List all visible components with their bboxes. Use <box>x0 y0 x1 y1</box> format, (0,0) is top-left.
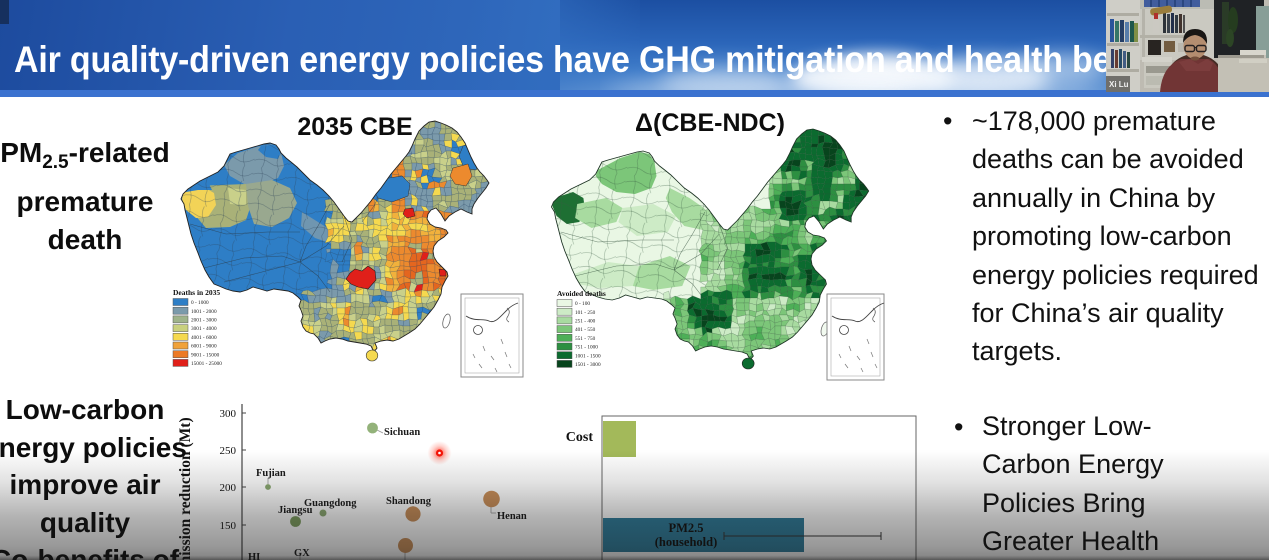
svg-text:1501 - 3000: 1501 - 3000 <box>575 362 601 368</box>
svg-text:250: 250 <box>220 445 237 457</box>
svg-text:551 - 750: 551 - 750 <box>575 336 596 342</box>
svg-text:Xi Lu: Xi Lu <box>1109 80 1129 89</box>
svg-text:Henan: Henan <box>497 511 527 522</box>
svg-text:6001 - 9000: 6001 - 9000 <box>191 344 217 350</box>
svg-text:1001 - 2000: 1001 - 2000 <box>191 309 217 315</box>
svg-text:0 - 1000: 0 - 1000 <box>191 300 209 306</box>
svg-text:(household): (household) <box>655 535 718 549</box>
svg-text:9001 - 15000: 9001 - 15000 <box>191 352 220 358</box>
svg-text:3001 - 4000: 3001 - 4000 <box>191 326 217 332</box>
svg-text:101 - 250: 101 - 250 <box>575 310 596 316</box>
svg-text:4001 - 6000: 4001 - 6000 <box>191 335 217 341</box>
svg-text:HI: HI <box>248 552 260 560</box>
svg-text:2001 - 3000: 2001 - 3000 <box>191 318 217 324</box>
svg-text:300: 300 <box>220 408 237 420</box>
svg-text:Shandong: Shandong <box>386 496 432 507</box>
svg-text:Cost: Cost <box>566 430 594 445</box>
svg-text:251 - 400: 251 - 400 <box>575 319 596 325</box>
svg-text:0 - 100: 0 - 100 <box>575 301 590 307</box>
svg-text:PM2.5: PM2.5 <box>668 521 703 535</box>
svg-text:150: 150 <box>220 520 237 532</box>
svg-text:Avoided deaths: Avoided deaths <box>557 289 606 298</box>
svg-text:401 - 550: 401 - 550 <box>575 327 596 333</box>
svg-text:15001 - 25000: 15001 - 25000 <box>191 361 222 367</box>
svg-text:751 - 1000: 751 - 1000 <box>575 345 598 351</box>
svg-text:200: 200 <box>220 482 237 494</box>
svg-text:GX: GX <box>294 548 310 559</box>
svg-text:Deaths in 2035: Deaths in 2035 <box>173 288 220 297</box>
svg-text:Sichuan: Sichuan <box>384 427 420 438</box>
svg-text:1001 - 1500: 1001 - 1500 <box>575 353 601 359</box>
svg-text:Guangdong: Guangdong <box>304 498 357 509</box>
svg-text:Fujian: Fujian <box>256 468 286 479</box>
